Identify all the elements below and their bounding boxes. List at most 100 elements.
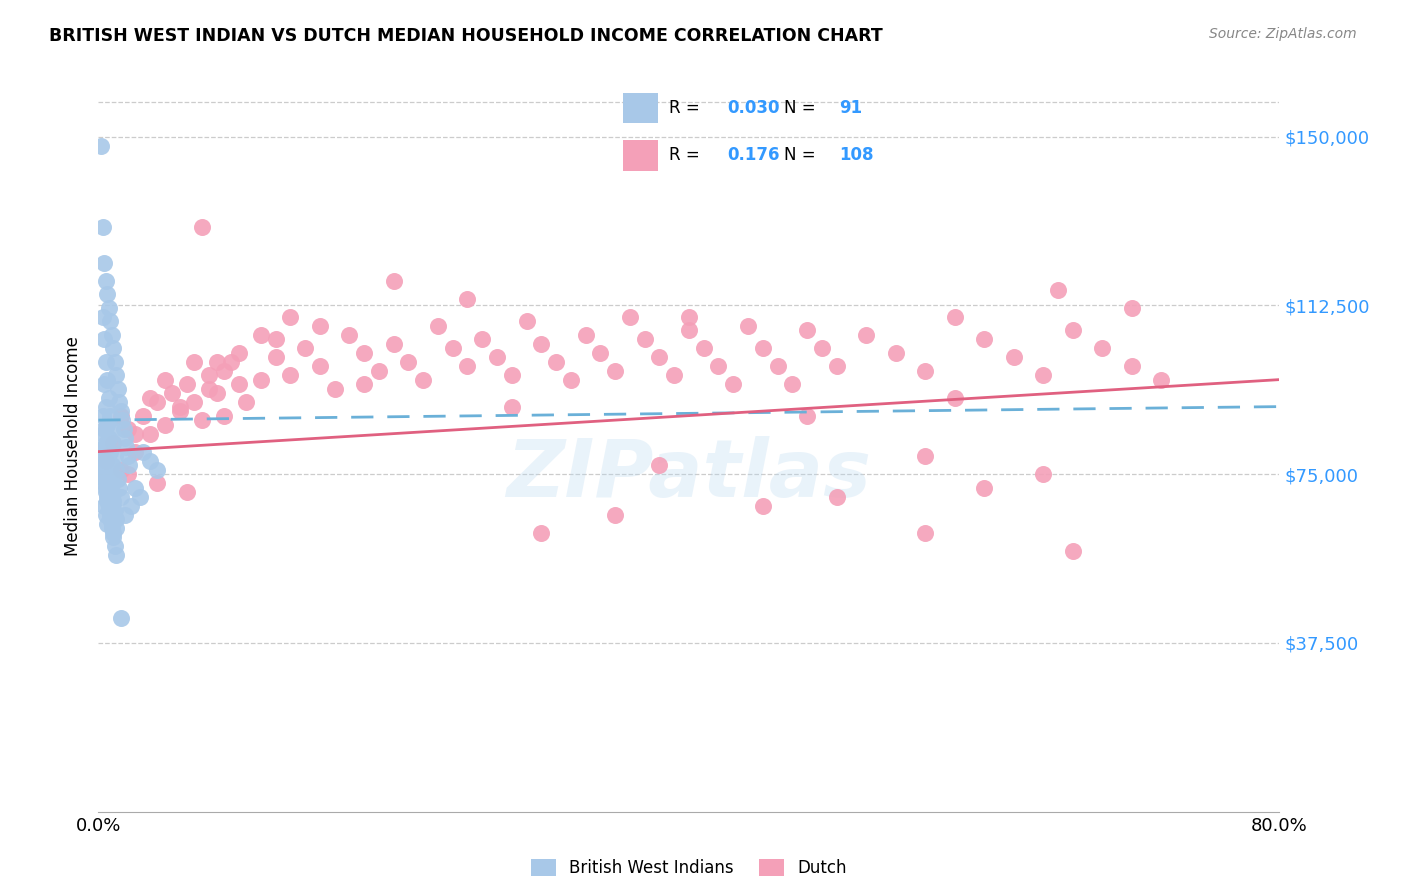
Point	[94, 435, 117, 450]
Point	[737, 318, 759, 333]
Point	[309, 318, 332, 333]
Point	[441, 341, 464, 355]
Point	[94, 274, 117, 288]
Point	[412, 373, 434, 387]
Point	[398, 354, 420, 368]
Point	[93, 499, 115, 513]
Point	[678, 323, 700, 337]
Point	[183, 354, 205, 368]
Point	[575, 327, 598, 342]
Point	[103, 435, 125, 450]
Point	[914, 363, 936, 377]
Point	[108, 395, 131, 409]
Text: R =: R =	[669, 146, 710, 164]
Point	[132, 409, 155, 423]
Point	[198, 368, 221, 383]
Point	[98, 314, 121, 328]
Point	[117, 467, 139, 482]
Point	[973, 332, 995, 346]
Point	[530, 336, 553, 351]
Point	[100, 494, 122, 508]
Point	[110, 611, 132, 625]
Point	[146, 462, 169, 476]
Point	[589, 345, 612, 359]
Point	[1150, 373, 1173, 387]
Point	[825, 490, 848, 504]
Point	[103, 341, 125, 355]
Point	[103, 435, 125, 450]
Point	[93, 422, 115, 436]
Point	[117, 422, 139, 436]
Point	[110, 409, 132, 423]
Point	[94, 400, 117, 414]
Point	[235, 395, 257, 409]
Point	[132, 444, 155, 458]
Point	[634, 332, 657, 346]
Point	[112, 422, 135, 436]
Point	[93, 377, 115, 392]
Point	[382, 274, 405, 288]
Point	[104, 512, 127, 526]
Y-axis label: Median Household Income: Median Household Income	[65, 336, 83, 556]
Point	[96, 467, 118, 482]
Text: 91: 91	[839, 99, 862, 117]
Point	[1062, 323, 1084, 337]
Point	[98, 476, 121, 491]
Point	[264, 332, 287, 346]
Point	[914, 449, 936, 463]
Point	[280, 368, 302, 383]
Point	[111, 413, 134, 427]
Point	[94, 453, 117, 467]
Point	[97, 301, 120, 315]
Point	[110, 462, 132, 476]
Point	[114, 431, 136, 445]
Point	[91, 426, 114, 441]
Point	[198, 382, 221, 396]
Point	[664, 368, 686, 383]
Point	[723, 377, 745, 392]
Point	[221, 354, 243, 368]
Point	[162, 386, 183, 401]
Point	[96, 516, 118, 531]
Point	[1091, 341, 1114, 355]
Point	[309, 359, 332, 373]
Point	[825, 359, 848, 373]
Point	[153, 417, 176, 432]
Point	[323, 382, 346, 396]
Point	[228, 345, 250, 359]
Text: 0.176: 0.176	[727, 146, 779, 164]
Point	[1002, 350, 1025, 364]
Point	[104, 354, 127, 368]
Point	[139, 391, 162, 405]
Point	[619, 310, 641, 324]
Point	[943, 391, 966, 405]
Point	[486, 350, 509, 364]
Text: BRITISH WEST INDIAN VS DUTCH MEDIAN HOUSEHOLD INCOME CORRELATION CHART: BRITISH WEST INDIAN VS DUTCH MEDIAN HOUS…	[49, 27, 883, 45]
Point	[93, 476, 115, 491]
Point	[90, 138, 112, 153]
Point	[96, 449, 118, 463]
Point	[501, 368, 523, 383]
Point	[250, 373, 273, 387]
Legend: British West Indians, Dutch: British West Indians, Dutch	[524, 853, 853, 884]
Point	[752, 499, 775, 513]
Text: N =: N =	[785, 146, 821, 164]
Point	[98, 508, 121, 522]
Point	[457, 359, 479, 373]
Point	[530, 525, 553, 540]
Text: Source: ZipAtlas.com: Source: ZipAtlas.com	[1209, 27, 1357, 41]
Point	[128, 490, 150, 504]
Point	[110, 404, 132, 418]
Point	[752, 341, 775, 355]
Point	[782, 377, 804, 392]
Point	[501, 400, 523, 414]
Point	[97, 503, 120, 517]
Point	[353, 345, 375, 359]
Point	[91, 219, 114, 234]
Point	[100, 458, 122, 472]
Point	[546, 354, 568, 368]
Point	[693, 341, 716, 355]
Point	[1121, 359, 1143, 373]
FancyBboxPatch shape	[623, 140, 658, 170]
Point	[97, 462, 120, 476]
